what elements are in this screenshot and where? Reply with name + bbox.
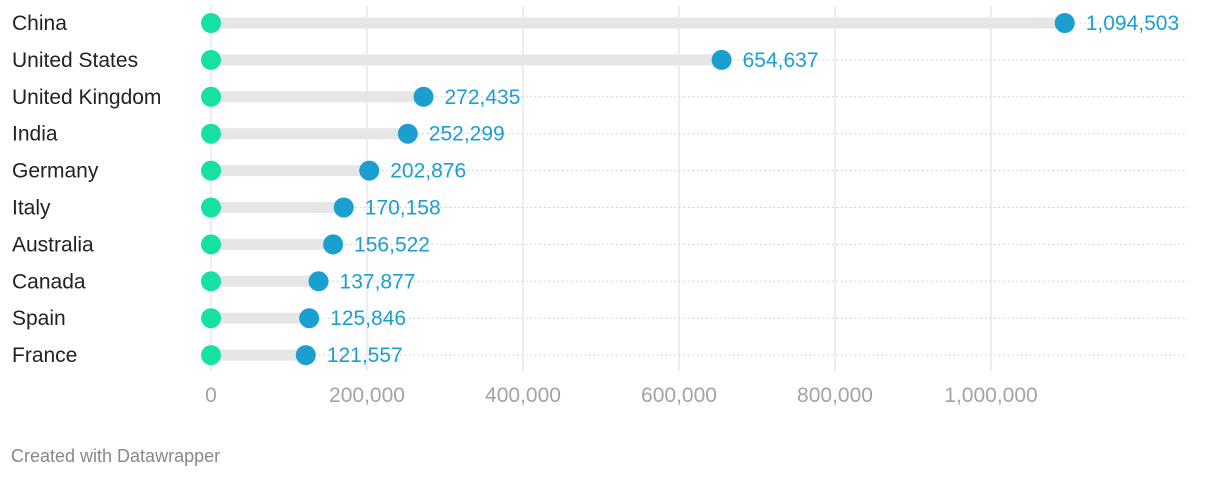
footer-credit: Created with Datawrapper	[11, 446, 221, 466]
x-tick-label: 800,000	[797, 384, 873, 407]
category-label: Canada	[12, 270, 86, 293]
value-label: 121,557	[327, 344, 403, 367]
end-dot	[359, 160, 380, 181]
start-dots	[201, 13, 221, 366]
category-labels: China United States United Kingdom India Ger…	[12, 12, 161, 367]
x-tick-label: 400,000	[485, 384, 561, 407]
value-label: 272,435	[444, 86, 520, 109]
end-dot	[1054, 13, 1075, 33]
category-label: Australia	[12, 233, 94, 256]
x-tick-label: 0	[205, 384, 217, 407]
start-dot	[201, 49, 221, 70]
category-label: Italy	[12, 197, 51, 220]
value-label: 125,846	[330, 307, 406, 330]
value-label: 1,094,503	[1086, 12, 1179, 35]
value-label: 654,637	[743, 49, 819, 72]
range-bars	[211, 17, 1065, 361]
x-tick-label: 200,000	[329, 384, 405, 407]
value-label: 252,299	[429, 123, 505, 146]
start-dot	[201, 345, 221, 366]
category-label: United States	[12, 49, 138, 72]
end-dot	[711, 49, 732, 70]
start-dot	[201, 234, 221, 255]
x-tick-label: 600,000	[641, 384, 717, 407]
end-dot	[413, 86, 434, 107]
end-dot	[308, 271, 329, 292]
end-dot	[295, 345, 316, 366]
start-dot	[201, 86, 221, 107]
category-label: United Kingdom	[12, 86, 161, 109]
start-dot	[201, 197, 221, 218]
category-label: Germany	[12, 160, 99, 183]
start-dot	[201, 308, 221, 329]
end-dot	[397, 123, 418, 144]
end-dots	[295, 13, 1075, 366]
row-rules	[211, 22, 1188, 356]
value-label: 156,522	[354, 233, 430, 256]
x-tick-label: 1,000,000	[944, 384, 1037, 407]
start-dot	[201, 123, 221, 144]
start-dot	[201, 13, 221, 33]
category-label: France	[12, 344, 77, 367]
end-dot	[323, 234, 344, 255]
end-dot	[299, 308, 320, 329]
value-labels: 1,094,503 654,637 272,435 252,299 202,876 170…	[327, 12, 1179, 367]
category-label: China	[12, 12, 67, 35]
end-dot	[333, 197, 354, 218]
value-label: 137,877	[340, 270, 416, 293]
category-label: Spain	[12, 307, 66, 330]
category-label: India	[12, 123, 58, 146]
x-axis: 0 200,000 400,000 600,000 800,000 1,000,000	[205, 384, 1038, 407]
start-dot	[201, 271, 221, 292]
value-label: 202,876	[390, 160, 466, 183]
value-label: 170,158	[365, 197, 441, 220]
start-dot	[201, 160, 221, 181]
